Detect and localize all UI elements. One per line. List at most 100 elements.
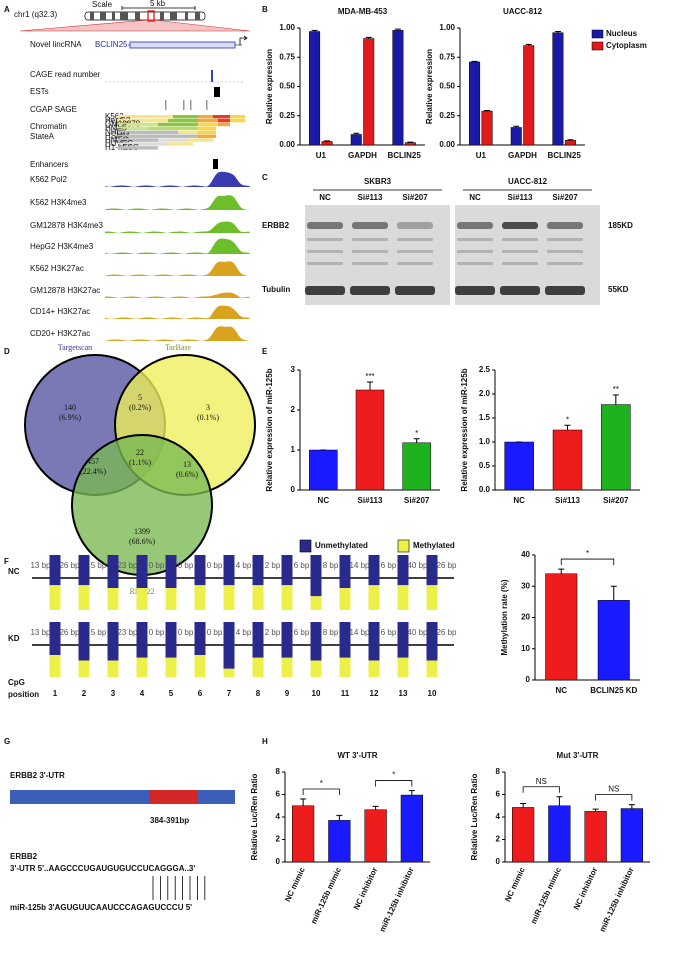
gap-label: 0 bp	[178, 628, 194, 637]
error-bar	[592, 808, 599, 812]
band	[457, 250, 493, 253]
gap-label: 40 bp	[407, 628, 428, 637]
comparison-bracket	[595, 794, 633, 801]
unmethylated-bar	[426, 555, 438, 586]
x-tick-label: GAPDH	[348, 151, 377, 160]
band	[307, 238, 343, 241]
bar	[584, 811, 607, 863]
error-bar	[311, 29, 318, 32]
scale-label: Scale	[92, 0, 113, 9]
target-sequence: 3'-UTR 5'..AAGCCCUGAUGUGUCCUCAGGGA..3'	[10, 864, 195, 873]
gap-label: 13 bp	[30, 561, 51, 570]
gap-label: 26 bp	[436, 561, 457, 570]
position-label: 7	[227, 689, 232, 698]
venn-count: 1399	[134, 527, 150, 536]
chromatin-state	[168, 118, 198, 123]
legend-swatch	[299, 539, 312, 553]
unmethylated-bar	[339, 622, 351, 658]
gene-label: BCLIN25	[95, 40, 128, 49]
gap-label: 5 bp	[91, 561, 107, 570]
bar	[292, 805, 315, 863]
significance: *	[566, 415, 569, 424]
position-label: 10	[312, 689, 321, 698]
y-tick-label: 6	[276, 790, 281, 799]
band	[395, 286, 435, 295]
bar	[363, 38, 375, 146]
track-label: ESTs	[30, 87, 49, 96]
y-axis-label: Relative expression	[425, 49, 434, 124]
signal-track	[105, 238, 250, 254]
chromatin-state	[158, 138, 188, 142]
cell-line-label: HMEC	[105, 135, 129, 144]
chart-title: Mut 3'-UTR	[557, 751, 599, 760]
y-tick-label: 0.0	[479, 485, 491, 494]
unmethylated-bar	[310, 622, 322, 661]
methylated-bar	[194, 655, 206, 677]
x-tick-label: U1	[476, 151, 487, 160]
unmethylated-bar	[310, 555, 322, 597]
venn-count: 22	[136, 448, 144, 457]
chromatin-state	[118, 115, 173, 119]
methylated-bar	[426, 585, 438, 610]
legend-swatch	[591, 29, 604, 39]
y-tick-label: 1	[291, 445, 296, 454]
comparison-bracket	[302, 788, 340, 795]
position-label: 9	[285, 689, 290, 698]
ideogram-band	[120, 12, 128, 20]
bar	[309, 31, 321, 146]
cell-line-label: K562	[105, 112, 124, 121]
gap-label: 23 bp	[117, 628, 138, 637]
bar	[548, 805, 571, 863]
chromatin-state	[118, 134, 198, 138]
x-tick-label: NC	[318, 496, 330, 505]
error-bar	[564, 424, 571, 430]
y-tick-label: 2.5	[479, 365, 491, 374]
x-tick-label: NC	[513, 496, 525, 505]
unmethylated-bar	[78, 555, 90, 586]
bar	[564, 140, 576, 146]
position-label: 1	[53, 689, 58, 698]
utr-bar	[10, 790, 235, 804]
comparison-bracket	[522, 786, 560, 793]
locus-label: chr1 (q32.3)	[14, 10, 57, 19]
band	[352, 250, 388, 253]
band	[307, 250, 343, 253]
venn-count: 140	[64, 403, 76, 412]
lane-label: Si#113	[358, 193, 383, 202]
position-label: 3	[111, 689, 116, 698]
bar	[512, 807, 535, 863]
y-axis-label: Relative expression of miR-125b	[265, 368, 274, 491]
ideogram-band	[135, 12, 140, 20]
legend-label: Cytoplasm	[606, 41, 647, 50]
unmethylated-bar	[136, 555, 148, 588]
gene-body	[129, 41, 236, 49]
venn-count: 3	[206, 403, 210, 412]
signal-track	[105, 326, 250, 341]
panel-label: G	[4, 737, 10, 746]
unmethylated-bar	[107, 622, 119, 661]
band	[502, 222, 538, 229]
sage-tag	[190, 100, 192, 110]
methylated-bar	[78, 660, 90, 677]
band	[397, 222, 433, 229]
chart-title: WT 3'-UTR	[337, 751, 377, 760]
band	[352, 262, 388, 265]
y-tick-label: 0	[276, 857, 281, 866]
lane-label: NC	[319, 193, 331, 202]
x-axis-label: CpG	[8, 678, 25, 687]
gap-label: 0 bp	[178, 561, 194, 570]
band	[502, 238, 538, 241]
bar	[402, 442, 431, 491]
band	[547, 262, 583, 265]
panel-label: D	[4, 347, 10, 356]
x-tick-label: miR-125b inhibitor	[378, 866, 416, 933]
y-tick-label: 0.75	[279, 52, 295, 61]
gap-label: 4 bp	[236, 561, 252, 570]
y-tick-label: 0.25	[439, 111, 455, 120]
chromatin-state	[218, 118, 230, 123]
y-axis-label: Methylation rate (%)	[500, 579, 509, 655]
enhancer-block	[213, 159, 218, 169]
chromatin-state	[148, 126, 198, 131]
band	[455, 286, 495, 295]
